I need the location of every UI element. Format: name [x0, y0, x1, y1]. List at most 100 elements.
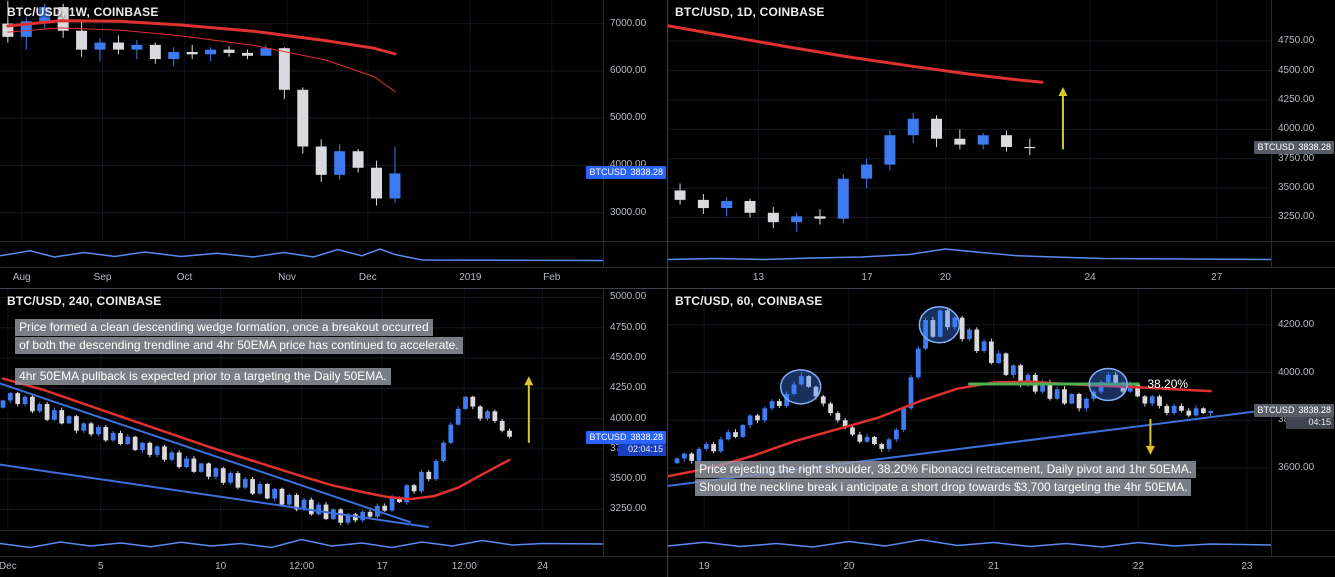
- time-tick-label: 22: [1132, 561, 1144, 572]
- price-label-value: 3838.28: [630, 432, 663, 443]
- price-label-symbol: BTCUSD: [589, 432, 627, 443]
- indicator-pane-60[interactable]: [668, 531, 1271, 557]
- price-tick-label: 4250.00: [610, 382, 647, 394]
- price-tick-label: 4250.00: [1278, 93, 1315, 105]
- annotation-line: Price rejecting the right shoulder, 38.2…: [695, 461, 1197, 479]
- time-tick-label: 12:00: [288, 561, 315, 572]
- price-axis-240[interactable]: BTCUSD 3838.28 02:04:15 5000.00 4750.00 45…: [586, 289, 667, 531]
- price-label-value: 3838.28: [1298, 142, 1331, 153]
- time-axis-60[interactable]: 19 20 21 22 23: [668, 557, 1335, 577]
- chart-annotation-60[interactable]: Price rejecting the right shoulder, 38.2…: [695, 461, 1197, 497]
- price-pane-1w[interactable]: BTC/USD, 1W, COINBASE: [0, 0, 603, 242]
- price-tick-label: 4000.00: [1278, 366, 1315, 378]
- candlestick-chart-1d[interactable]: [668, 0, 1271, 241]
- chart-title-240: BTC/USD, 240, COINBASE: [7, 294, 162, 308]
- price-tick-label: 4500.00: [610, 352, 647, 364]
- time-tick-label: 10: [215, 561, 227, 572]
- time-tick-label: Nov: [278, 272, 296, 283]
- price-tick-label: 4750.00: [610, 321, 647, 333]
- indicator-axis-60[interactable]: [1271, 531, 1335, 557]
- chart-panel-btcusd-60: 38.20% BTC/USD, 60, COINBASE Price rejec…: [668, 289, 1335, 577]
- chart-title-60: BTC/USD, 60, COINBASE: [675, 294, 823, 308]
- price-label-value: 3838.28: [1298, 405, 1331, 416]
- price-tick-label: 5000.00: [610, 112, 647, 124]
- time-tick-label: Oct: [176, 272, 193, 283]
- time-tick-label: 13: [752, 272, 764, 283]
- time-tick-label: 23: [1241, 561, 1253, 572]
- time-tick-label: 19: [698, 561, 710, 572]
- price-pane-60[interactable]: 38.20% BTC/USD, 60, COINBASE Price rejec…: [668, 289, 1271, 531]
- price-tick-label: 4750.00: [1278, 35, 1315, 47]
- indicator-axis-1w[interactable]: [603, 242, 667, 268]
- price-tick-label: 4000.00: [1278, 123, 1315, 135]
- price-tick-label: 3000.00: [610, 206, 647, 218]
- price-label-value: 3838.28: [630, 167, 663, 178]
- time-tick-label: Dec: [358, 272, 377, 283]
- chart-title-1w: BTC/USD, 1W, COINBASE: [7, 5, 159, 19]
- indicator-axis-240[interactable]: [603, 531, 667, 557]
- price-tick-label: 7000.00: [610, 17, 647, 29]
- last-price-label-1w: BTCUSD 3838.28: [586, 166, 666, 180]
- indicator-line-1d: [668, 248, 1271, 261]
- svg-text:38.20%: 38.20%: [1147, 377, 1188, 391]
- price-axis-60[interactable]: BTCUSD 3838.28 04:15 4200.004000.003800.…: [1254, 289, 1335, 531]
- time-tick-label: Aug: [12, 272, 31, 283]
- last-price-label-240: BTCUSD 3838.28: [586, 431, 666, 445]
- time-tick-label: 20: [939, 272, 951, 283]
- price-tick-label: 3500.00: [610, 473, 647, 485]
- chart-panel-btcusd-240: BTC/USD, 240, COINBASE Price formed a cl…: [0, 289, 667, 577]
- price-tick-label: 3250.00: [1278, 211, 1315, 223]
- candlestick-chart-1w[interactable]: [0, 0, 603, 241]
- time-tick-label: Dec: [0, 561, 17, 572]
- price-pane-240[interactable]: BTC/USD, 240, COINBASE Price formed a cl…: [0, 289, 603, 531]
- time-axis-240[interactable]: Dec 5 10 12:00 17 12:00 24: [0, 557, 667, 577]
- price-tick-label: 6000.00: [610, 64, 647, 76]
- time-tick-label: 17: [861, 272, 873, 283]
- indicator-line-60: [668, 539, 1271, 548]
- indicator-axis-1d[interactable]: [1271, 242, 1335, 268]
- last-price-label-60: BTCUSD 3838.28: [1254, 404, 1334, 418]
- indicator-pane-240[interactable]: [0, 531, 603, 557]
- price-tick-label: 4500.00: [1278, 64, 1315, 76]
- price-tick-label: 3500.00: [1278, 182, 1315, 194]
- time-tick-label: 24: [537, 561, 549, 572]
- price-tick-label: 3750.00: [1278, 152, 1315, 164]
- chart-panel-btcusd-1w: BTC/USD, 1W, COINBASE BTCUSD 3838.28 700…: [0, 0, 667, 288]
- bar-countdown-60: 04:15: [1286, 417, 1334, 430]
- time-tick-label: 20: [843, 561, 855, 572]
- price-label-symbol: BTCUSD: [1257, 405, 1295, 416]
- price-axis-1d[interactable]: BTCUSD 3838.28 4750.00 4500.00 4250.00 4000…: [1254, 0, 1335, 242]
- indicator-pane-1d[interactable]: [668, 242, 1271, 268]
- time-tick-label: Sep: [93, 272, 112, 283]
- time-tick-label: Feb: [543, 272, 561, 283]
- indicator-pane-1w[interactable]: [0, 242, 603, 268]
- price-tick-label: 3250.00: [610, 503, 647, 515]
- time-tick-label: 27: [1211, 272, 1223, 283]
- chart-annotation-240[interactable]: Price formed a clean descending wedge fo…: [15, 319, 463, 386]
- annotation-line: [15, 355, 463, 368]
- time-axis-1d[interactable]: 13 17 20 24 27: [668, 268, 1335, 288]
- bar-countdown-240: 02:04:15: [618, 444, 666, 457]
- candlestick-chart-240[interactable]: [0, 289, 603, 530]
- time-tick-label: 5: [97, 561, 104, 572]
- chart-panel-btcusd-1d: BTC/USD, 1D, COINBASE BTCUSD 3838.28 475…: [668, 0, 1335, 288]
- indicator-line-240: [0, 538, 603, 549]
- time-tick-label: 12:00: [451, 561, 477, 572]
- annotation-line: Should the neckline break i anticipate a…: [695, 479, 1192, 497]
- price-tick-label: 4000.00: [610, 159, 647, 171]
- annotation-line: Price formed a clean descending wedge fo…: [15, 319, 433, 337]
- time-axis-1w[interactable]: Aug Sep Oct Nov Dec 2019 Feb: [0, 268, 667, 288]
- chart-title-1d: BTC/USD, 1D, COINBASE: [675, 5, 825, 19]
- price-label-symbol: BTCUSD: [1257, 142, 1295, 153]
- annotation-line: 4hr 50EMA pullback is expected prior to …: [15, 368, 391, 386]
- time-tick-label: 17: [376, 561, 388, 572]
- last-price-label-1d: BTCUSD 3838.28: [1254, 141, 1334, 155]
- price-tick-label: 5000.00: [610, 291, 647, 303]
- price-axis-1w[interactable]: BTCUSD 3838.28 7000.00 6000.00 5000.00 4000…: [586, 0, 667, 242]
- price-pane-1d[interactable]: BTC/USD, 1D, COINBASE: [668, 0, 1271, 242]
- time-tick-label: 24: [1084, 272, 1096, 283]
- time-tick-label: 21: [988, 561, 1000, 572]
- time-tick-label: 2019: [459, 272, 482, 283]
- price-tick-label: 4000.00: [610, 412, 647, 424]
